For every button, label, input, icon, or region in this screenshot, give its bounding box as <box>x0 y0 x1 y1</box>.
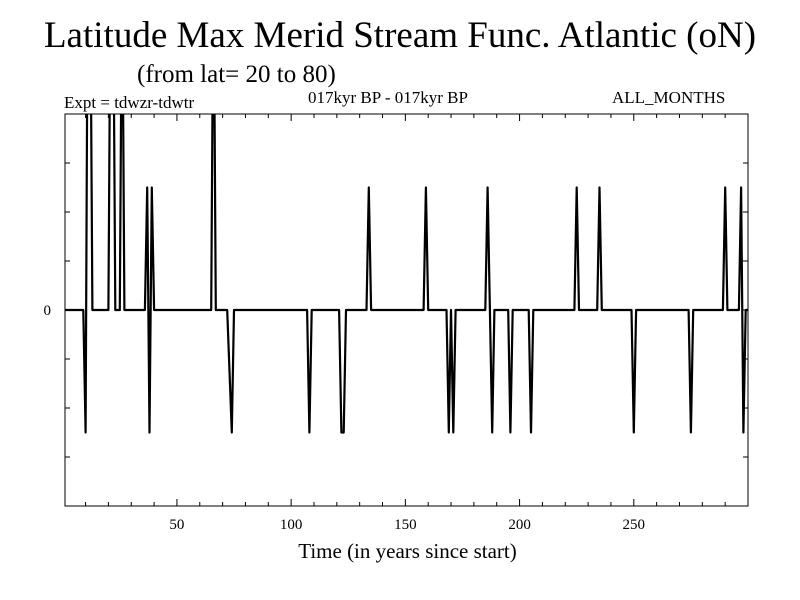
series-line-0 <box>65 114 748 434</box>
x-tick-label: 250 <box>623 517 646 533</box>
axis-ticks <box>65 114 748 506</box>
months-label: ALL_MONTHS <box>612 88 726 107</box>
axis-tick-labels: 50 100 150 200 250 0 <box>44 303 646 533</box>
period-label: 017kyr BP - 017kyr BP <box>308 88 468 107</box>
chart-title: Latitude Max Merid Stream Func. Atlantic… <box>43 15 757 56</box>
x-tick-label: 50 <box>169 517 184 533</box>
chart-subtitle: (from lat= 20 to 80) <box>137 61 336 88</box>
experiment-label: Expt = tdwzr-tdwtr <box>64 93 195 112</box>
x-tick-label: 150 <box>394 517 417 533</box>
y-tick-label: 0 <box>44 303 52 319</box>
x-tick-label: 200 <box>508 517 531 533</box>
x-axis-label: Time (in years since start) <box>298 539 517 563</box>
series-group <box>65 114 748 434</box>
x-tick-label: 100 <box>280 517 303 533</box>
